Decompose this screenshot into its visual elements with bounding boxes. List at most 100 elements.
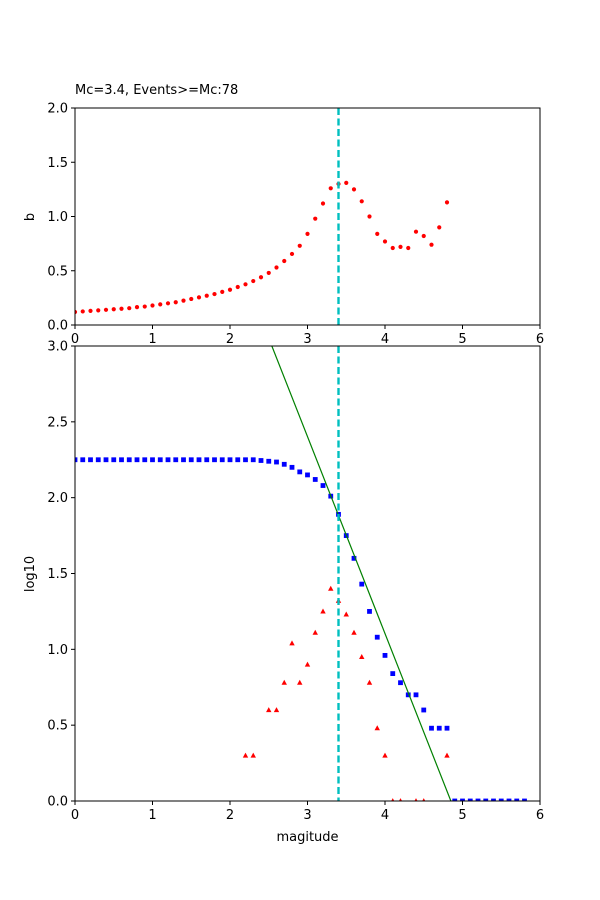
bottom-y-tick-label-2: 1.0 [47, 643, 68, 658]
bottom-series0-point-12 [165, 457, 171, 463]
bottom-series0-point-10 [150, 457, 155, 463]
top-series0-point-2 [88, 308, 93, 313]
bottom-series0-point-19 [219, 457, 225, 463]
bottom-series0-point-25 [266, 458, 272, 464]
b-value-panel: Mc=3.4, Events>=Mc:78 b 0 1 2 3 4 5 6 0.0 0.5 1.0… [23, 83, 544, 347]
bottom-series0-point-54 [491, 798, 496, 801]
top-series0-point-32 [320, 201, 326, 206]
top-series0-point-46 [429, 242, 434, 247]
top-series0-point-35 [344, 180, 349, 185]
bottom-plot-area: 0 1 2 3 4 5 6 0.0 0.5 1.0 1.5 2.0 2.5 3.0 [47, 340, 544, 824]
bottom-x-tick-label-4: 4 [381, 808, 389, 823]
top-series0-point-6 [119, 306, 124, 311]
bottom-series0-point-8 [134, 457, 140, 463]
bottom-series1-point-15 [366, 679, 373, 685]
bottom-series1-point-3 [273, 707, 280, 713]
top-x-tick-label-6: 6 [536, 332, 544, 347]
top-series0-point-7 [127, 306, 132, 311]
top-plot-area: 0 1 2 3 4 5 6 0.0 0.5 1.0 1.5 2.0 [47, 102, 544, 348]
top-x-tick-label-2: 2 [226, 332, 234, 347]
top-series0-point-40 [382, 239, 388, 244]
bottom-series0-point-7 [126, 457, 132, 463]
bottom-x-tick-label-6: 6 [536, 808, 544, 823]
bottom-x-tick-label-5: 5 [458, 808, 466, 823]
bottom-series0-point-41 [390, 671, 396, 676]
top-series0-point-23 [251, 278, 256, 284]
top-x-tick-label-5: 5 [458, 332, 466, 347]
bottom-series0-point-17 [204, 457, 210, 463]
bottom-series0-point-57 [514, 798, 520, 801]
bottom-series0-point-3 [95, 457, 101, 463]
bottom-series0-point-13 [173, 457, 179, 463]
bottom-series0-point-44 [413, 692, 419, 698]
top-series0-point-17 [204, 293, 209, 298]
bottom-series1-point-2 [266, 707, 272, 713]
top-series0-point-29 [297, 243, 302, 248]
top-series0-point-42 [398, 244, 403, 249]
top-series0-point-24 [258, 275, 264, 280]
top-panel-title: Mc=3.4, Events>=Mc:78 [75, 83, 238, 98]
bottom-series1-point-6 [297, 679, 303, 685]
bottom-series1-point-20 [414, 798, 418, 801]
bottom-series1-point-16 [374, 725, 380, 731]
bottom-series0-point-50 [460, 798, 465, 801]
top-series0-point-12 [165, 301, 171, 306]
bottom-y-axis-label: log10 [23, 556, 38, 592]
top-series0-point-47 [437, 225, 442, 230]
top-series0-point-10 [150, 303, 155, 308]
bottom-series1-point-4 [281, 679, 287, 685]
bottom-series0-point-58 [522, 798, 527, 801]
top-series0-point-15 [189, 296, 194, 302]
frequency-magnitude-panel: log10 magitude 0 1 2 3 4 5 6 0.0 0.5 1.0 1.5 2.0 2.5… [23, 340, 544, 846]
bottom-series1-point-22 [444, 752, 450, 758]
top-y-tick-label-4: 2.0 [47, 102, 68, 117]
bottom-series0-point-28 [289, 464, 295, 470]
bottom-series0-point-26 [274, 459, 279, 465]
bottom-series0-point-36 [351, 555, 357, 561]
bottom-y-tick-label-0: 0.0 [47, 795, 68, 810]
bottom-series0-point-1 [80, 457, 86, 463]
top-series0-point-36 [351, 187, 357, 192]
top-series0-point-38 [367, 214, 372, 219]
top-series0-point-37 [359, 199, 364, 204]
bottom-series0-point-2 [88, 457, 93, 463]
bottom-series0-point-32 [320, 483, 326, 488]
bottom-series1-point-1 [250, 752, 256, 758]
bottom-series0-point-53 [483, 798, 489, 801]
top-series0-point-13 [173, 300, 178, 305]
bottom-series0-point-40 [382, 653, 388, 658]
bottom-series1-point-0 [242, 752, 249, 758]
bottom-series0-point-16 [196, 457, 202, 463]
bottom-x-tick-label-0: 0 [71, 808, 79, 823]
bottom-x-tick-label-1: 1 [148, 808, 156, 823]
bottom-series0-point-15 [188, 457, 194, 463]
top-series0-point-18 [212, 291, 217, 297]
bottom-series1-point-21 [422, 798, 426, 801]
top-series0-point-16 [196, 295, 202, 300]
top-x-tick-label-0: 0 [71, 332, 79, 347]
bottom-series0-point-30 [305, 472, 310, 478]
top-series0-point-41 [390, 245, 395, 251]
top-series0-point-26 [274, 265, 279, 270]
top-series0-point-11 [158, 302, 163, 307]
bottom-y-tick-label-5: 2.5 [47, 415, 68, 430]
top-series0-point-44 [413, 229, 419, 234]
top-series0-point-9 [142, 304, 147, 309]
top-series0-point-22 [243, 282, 248, 287]
top-y-tick-label-2: 1.0 [47, 210, 68, 225]
bottom-series0-point-24 [258, 458, 264, 463]
bottom-series0-point-42 [398, 680, 403, 686]
bottom-series0-point-23 [250, 457, 256, 463]
top-series0-point-8 [134, 304, 140, 310]
top-y-axis-label: b [23, 213, 38, 221]
bottom-series0-point-20 [227, 457, 233, 463]
top-series0-point-21 [235, 284, 240, 290]
bottom-series0-point-47 [436, 725, 442, 731]
bottom-series0-point-11 [157, 457, 163, 463]
bottom-series0-point-49 [452, 798, 458, 801]
bottom-series1-point-14 [359, 654, 365, 660]
bottom-series0-point-4 [103, 457, 109, 463]
top-series0-point-0 [75, 309, 78, 315]
